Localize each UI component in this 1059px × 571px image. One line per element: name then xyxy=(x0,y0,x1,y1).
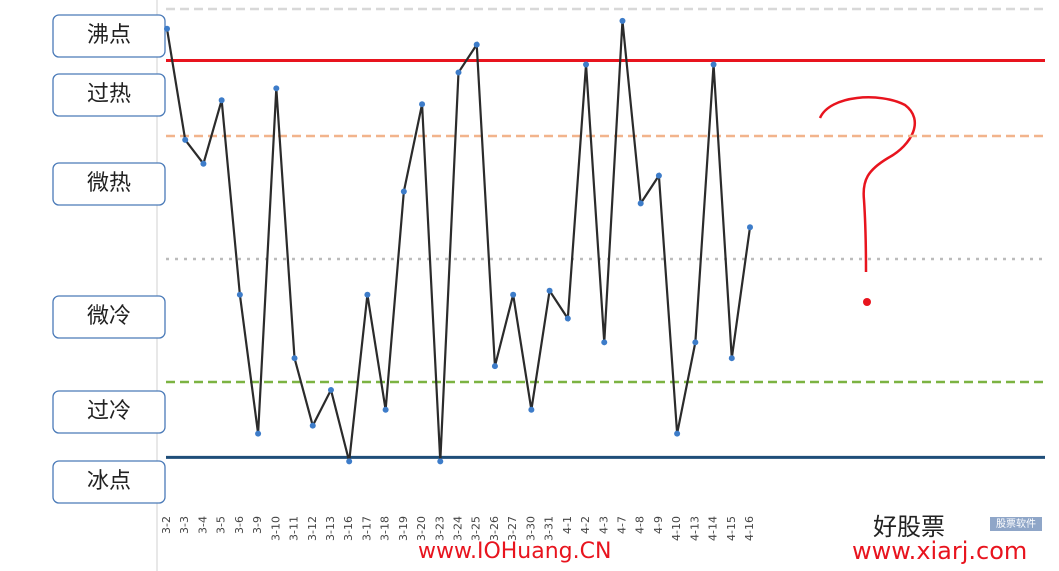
point xyxy=(236,291,243,298)
x-tick-label: 3-3 xyxy=(178,516,191,534)
zone-text: 微热 xyxy=(87,171,131,196)
x-tick-label: 3-31 xyxy=(543,516,556,541)
x-tick-label: 3-10 xyxy=(269,516,282,541)
x-tick-label: 3-5 xyxy=(215,516,228,534)
x-tick-label: 3-23 xyxy=(433,516,446,541)
zone-text: 过热 xyxy=(87,82,131,107)
point xyxy=(419,101,426,108)
x-tick-label: 3-20 xyxy=(415,516,428,541)
watermark: 好股票 xyxy=(873,513,945,541)
zone-text: 冰点 xyxy=(87,469,131,494)
x-tick-label: 3-27 xyxy=(506,516,519,541)
point xyxy=(182,136,189,143)
watermark: www.IOHuang.CN xyxy=(418,539,611,564)
x-tick-label: 4-10 xyxy=(670,516,683,541)
zone-label: 过冷 xyxy=(52,390,166,434)
point xyxy=(510,291,517,298)
zone-label: 冰点 xyxy=(52,460,166,504)
question-mark xyxy=(818,96,917,273)
x-tick-label: 4-9 xyxy=(652,516,665,534)
zone-box xyxy=(52,460,166,504)
point xyxy=(327,386,334,393)
x-tick-label: 3-24 xyxy=(452,516,465,541)
zone-text: 沸点 xyxy=(87,23,131,48)
point xyxy=(710,61,717,68)
point xyxy=(437,458,444,465)
zone-box xyxy=(52,73,166,117)
zone-box xyxy=(52,295,166,339)
x-tick-label: 4-2 xyxy=(579,516,592,534)
x-tick-label: 4-3 xyxy=(597,516,610,534)
x-tick-label: 3-19 xyxy=(397,516,410,541)
point xyxy=(491,363,498,370)
x-tick-label: 4-1 xyxy=(561,516,574,534)
x-tick-label: 3-11 xyxy=(288,516,301,541)
point xyxy=(583,61,590,68)
question-dot xyxy=(863,298,871,306)
x-tick-label: 4-14 xyxy=(707,516,720,541)
x-tick-label: 3-6 xyxy=(233,516,246,534)
zone-box xyxy=(52,162,166,206)
point xyxy=(601,339,608,346)
point xyxy=(692,339,699,346)
x-tick-label: 3-26 xyxy=(488,516,501,541)
point xyxy=(273,85,280,92)
point xyxy=(200,160,207,167)
point xyxy=(400,188,407,195)
badge xyxy=(990,517,1042,531)
x-tick-label: 3-9 xyxy=(251,516,264,534)
zone-label: 微热 xyxy=(52,162,166,206)
x-tick-label: 3-2 xyxy=(160,516,173,534)
x-tick-label: 3-12 xyxy=(306,516,319,541)
point xyxy=(309,422,316,429)
point xyxy=(637,200,644,207)
point xyxy=(747,224,753,231)
x-tick-label: 3-30 xyxy=(524,516,537,541)
point xyxy=(619,17,626,24)
x-tick-label: 4-13 xyxy=(688,516,701,541)
point xyxy=(455,69,462,76)
x-tick-label: 3-18 xyxy=(379,516,392,541)
x-tick-label: 3-25 xyxy=(470,516,483,541)
point xyxy=(546,287,553,294)
zone-box xyxy=(52,390,166,434)
point xyxy=(564,315,571,322)
point xyxy=(728,355,735,362)
zone-label: 微冷 xyxy=(52,295,166,339)
point xyxy=(164,25,170,32)
point xyxy=(255,430,262,437)
point xyxy=(528,406,535,413)
zone-text: 过冷 xyxy=(87,399,131,424)
x-tick-label: 3-13 xyxy=(324,516,337,541)
watermark: 股票软件 xyxy=(996,517,1036,530)
x-tick-label: 4-15 xyxy=(725,516,738,541)
point xyxy=(291,355,298,362)
x-tick-label: 4-7 xyxy=(615,516,628,534)
point xyxy=(364,291,371,298)
series-line xyxy=(165,20,752,462)
watermark: www.xiarj.com xyxy=(852,537,1027,565)
x-tick-label: 3-16 xyxy=(342,516,355,541)
point xyxy=(382,406,389,413)
zone-text: 微冷 xyxy=(87,304,131,329)
zone-box xyxy=(52,14,166,58)
point xyxy=(346,458,353,465)
point xyxy=(473,41,480,48)
x-tick-label: 3-4 xyxy=(196,516,209,534)
point xyxy=(218,97,225,104)
zone-label: 沸点 xyxy=(52,14,166,58)
point xyxy=(674,430,681,437)
x-tick-label: 4-8 xyxy=(634,516,647,534)
x-tick-label: 4-16 xyxy=(743,516,756,541)
point xyxy=(655,172,662,179)
zone-label: 过热 xyxy=(52,73,166,117)
x-tick-label: 3-17 xyxy=(360,516,373,541)
